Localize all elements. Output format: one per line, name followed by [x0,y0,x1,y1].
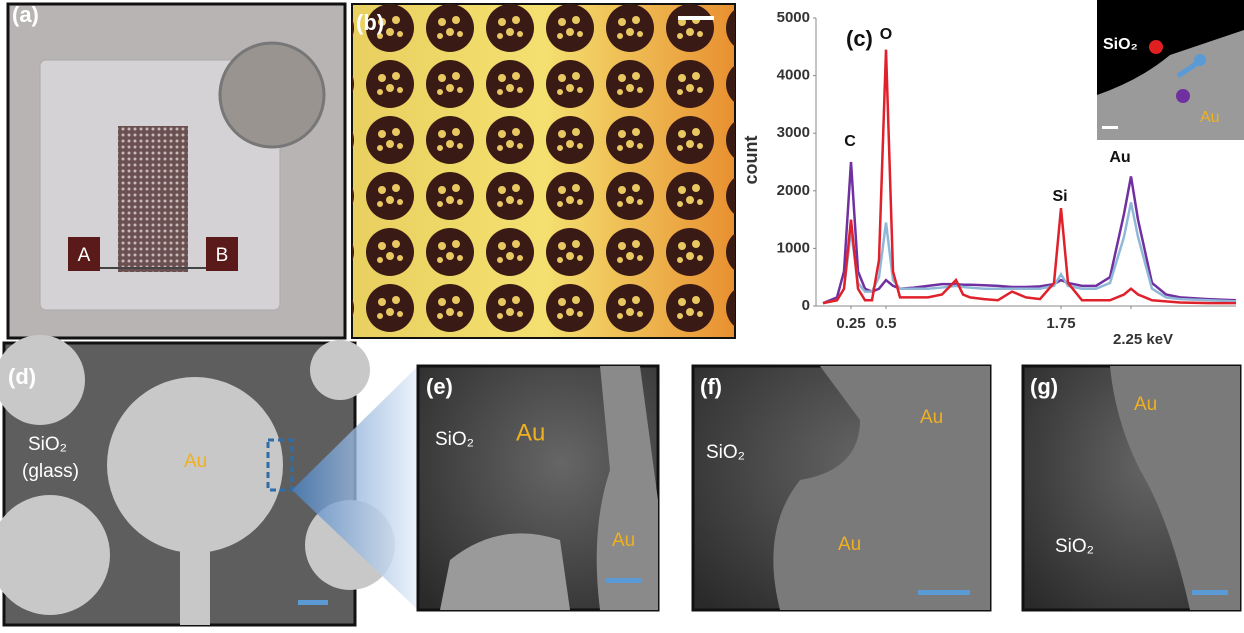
coin [220,43,324,147]
metal-label: Au [184,451,207,472]
panel-e: (e) SiO₂ Au Au [418,366,658,610]
panel-label: (c) [846,26,873,51]
y-axis-label: count [741,136,761,185]
scale-bar [606,578,642,583]
x-tick-label: 0.5 [876,315,897,332]
substrate-note: (glass) [22,461,79,482]
metal-label: Au [1134,394,1157,415]
panel-g: (g) Au SiO₂ [1023,366,1240,610]
y-tick-label: 5000 [777,9,810,26]
scale-bar [678,16,714,20]
scale-bar [298,600,328,605]
peak-label: Au [1109,149,1130,166]
spectrum-line [823,202,1236,303]
y-tick-label: 1000 [777,239,810,256]
peak-label: Si [1052,188,1067,205]
y-tick-label: 0 [802,297,810,314]
y-tick-label: 3000 [777,124,810,141]
pad-label: B [216,245,229,266]
substrate-label: SiO₂ [435,429,474,450]
substrate-label: SiO₂ [706,442,745,463]
au-disk [310,340,370,400]
panel-b: (b) [352,4,735,338]
figure: (a) A B (b) count (c) SiO₂ Au 0 1000 2000 3… [0,0,1244,628]
metal-label: Au [516,419,545,446]
panel-a: (a) A B [8,2,345,338]
mesh [118,126,188,272]
au-lead [180,545,210,625]
inset-label: SiO₂ [1103,36,1138,53]
peak-label: C [844,133,856,150]
y-tick-label: 4000 [777,67,810,84]
scale-bar [1102,126,1118,129]
x-tick-label: 2.25 keV [1113,331,1173,348]
inset-label: Au [1200,109,1220,126]
pad-label: A [78,245,91,266]
panel-c: count (c) SiO₂ Au 0 1000 2000 3000 4000 5000 0… [741,0,1244,348]
scale-bar [1192,590,1228,595]
metal-label: Au [920,407,943,428]
panel-f: (f) SiO₂ Au Au [693,366,990,610]
y-tick-label: 2000 [777,182,810,199]
panel-label: (g) [1030,374,1058,399]
metal-label: Au [612,530,635,551]
metal-label: Au [838,534,861,555]
panel-label: (a) [12,2,39,27]
peak-label: O [880,26,892,43]
scale-bar [918,590,970,595]
substrate-label: SiO₂ [28,434,67,455]
marker [1176,89,1190,103]
substrate-label: SiO₂ [1055,536,1094,557]
pattern [352,4,735,338]
x-tick-label: 0.25 [836,315,865,332]
panel-label: (d) [8,364,36,389]
panel-label: (b) [356,10,384,35]
panel-label: (f) [700,374,722,399]
x-tick-label: 1.75 [1046,315,1075,332]
marker [1149,40,1163,54]
panel-label: (e) [426,374,453,399]
